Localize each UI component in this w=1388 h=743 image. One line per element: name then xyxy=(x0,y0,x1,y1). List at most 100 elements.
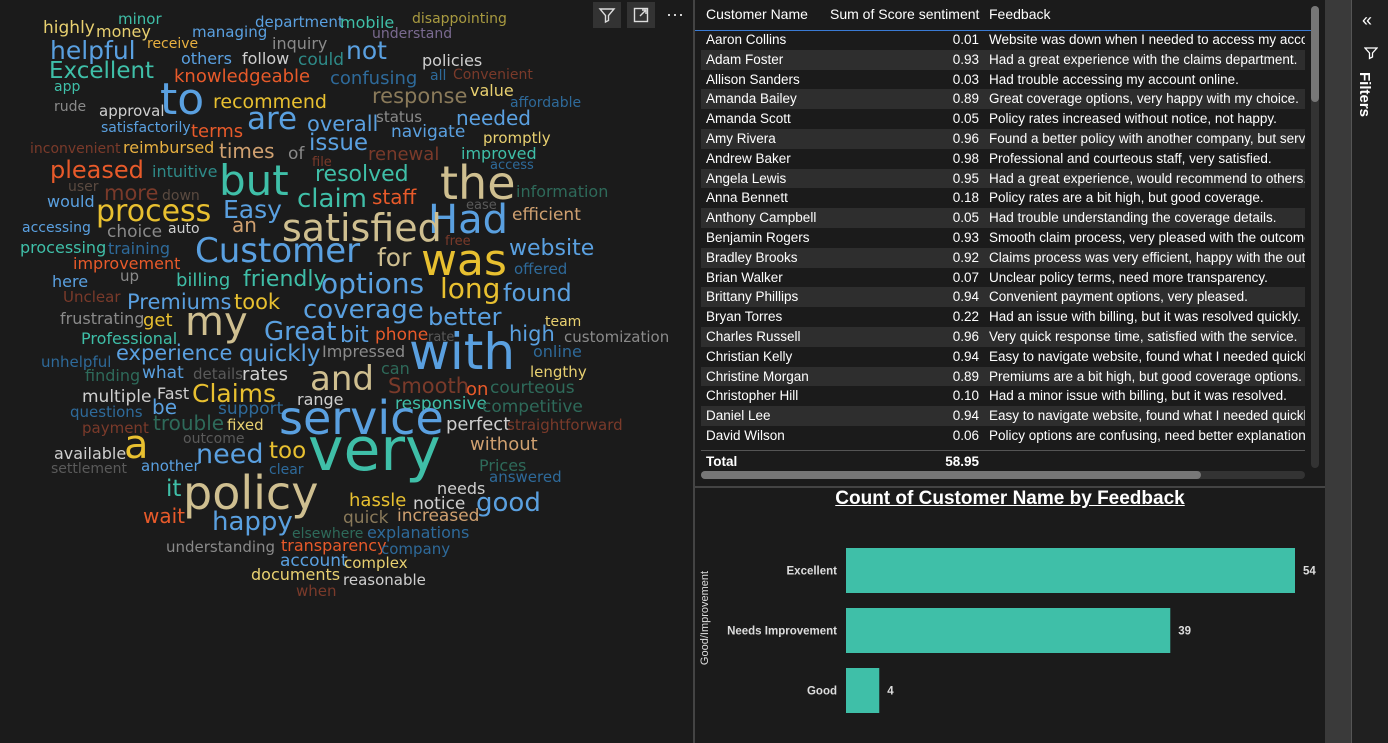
word-cloud-word[interactable]: support xyxy=(218,399,284,419)
word-cloud-word[interactable]: processing xyxy=(20,238,107,257)
horizontal-scrollbar[interactable] xyxy=(701,471,1305,479)
table-row[interactable]: Christine Morgan 0.89 Premiums are a bit h… xyxy=(701,366,1305,387)
table-row[interactable]: Daniel Lee 0.94 Easy to navigate website, … xyxy=(701,406,1305,426)
word-cloud-word[interactable]: website xyxy=(509,236,595,261)
word-cloud-word[interactable]: needed xyxy=(456,106,531,130)
word-cloud-word[interactable]: intuitive xyxy=(152,162,218,181)
table-row[interactable]: Bryan Torres 0.22 Had an issue with billin… xyxy=(701,307,1305,327)
word-cloud-word[interactable]: bit xyxy=(340,323,369,348)
word-cloud-word[interactable]: accessing xyxy=(22,220,91,236)
table-row[interactable]: Brittany Phillips 0.94 Convenient payment … xyxy=(701,287,1305,308)
word-cloud-word[interactable]: minor xyxy=(118,10,162,28)
word-cloud-word[interactable]: experience xyxy=(116,341,233,365)
word-cloud-word[interactable]: needs xyxy=(437,479,486,498)
word-cloud-word[interactable]: on xyxy=(466,379,489,400)
word-cloud-word[interactable]: another xyxy=(141,457,200,475)
word-cloud-word[interactable]: training xyxy=(108,239,170,258)
table-row[interactable]: Christian Kelly 0.94 Easy to navigate webs… xyxy=(701,347,1305,367)
word-cloud-word[interactable]: response xyxy=(372,84,468,108)
filters-label[interactable]: Filters xyxy=(1356,72,1373,118)
word-cloud-word[interactable]: down xyxy=(162,188,200,204)
word-cloud-word[interactable]: finding xyxy=(85,366,141,385)
word-cloud-word[interactable]: times xyxy=(219,139,275,163)
word-cloud-word[interactable]: better xyxy=(428,303,502,331)
word-cloud-word[interactable]: follow xyxy=(242,49,290,68)
table-row[interactable]: Anna Bennett 0.18 Policy rates are a bit h… xyxy=(701,188,1305,208)
word-cloud-word[interactable]: Smooth xyxy=(388,374,470,398)
table-row[interactable]: Anthony Campbell 0.05 Had trouble understa… xyxy=(701,208,1305,228)
word-cloud-word[interactable]: promptly xyxy=(483,129,551,147)
word-cloud-word[interactable]: others xyxy=(181,49,232,68)
column-header-feedback[interactable]: Feedback xyxy=(989,6,1051,22)
word-cloud-word[interactable]: renewal xyxy=(368,144,440,165)
word-cloud-word[interactable]: here xyxy=(52,272,89,291)
word-cloud-word[interactable]: it xyxy=(166,476,182,502)
word-cloud-word[interactable]: competitive xyxy=(482,397,583,417)
word-cloud-word[interactable]: ease xyxy=(466,198,497,213)
word-cloud-word[interactable]: disappointing xyxy=(412,11,507,27)
word-cloud-word[interactable]: service xyxy=(279,391,444,445)
word-cloud-word[interactable]: Premiums xyxy=(127,290,232,314)
word-cloud-word[interactable]: offered xyxy=(514,260,568,278)
word-cloud-word[interactable]: what xyxy=(142,363,184,383)
word-cloud-word[interactable]: Great xyxy=(264,317,337,347)
table-row[interactable]: Charles Russell 0.96 Very quick response t… xyxy=(701,326,1305,347)
word-cloud-word[interactable]: very xyxy=(308,415,441,485)
word-cloud-word[interactable]: customization xyxy=(564,328,670,346)
word-cloud-word[interactable]: status xyxy=(376,108,423,126)
table-row[interactable]: Bradley Brooks 0.92 Claims process was ver… xyxy=(701,247,1305,268)
filters-pane[interactable]: « Filters xyxy=(1351,0,1388,743)
word-cloud-word[interactable]: an xyxy=(232,213,257,237)
word-cloud-word[interactable]: resolved xyxy=(315,162,409,187)
word-cloud-word[interactable]: understanding xyxy=(166,538,276,556)
word-cloud-word[interactable]: when xyxy=(296,582,337,600)
word-cloud-word[interactable]: with xyxy=(409,323,516,381)
word-cloud-word[interactable]: Convenient xyxy=(453,67,533,83)
word-cloud-word[interactable]: satisfactorily xyxy=(101,120,191,136)
word-cloud-word[interactable]: hassle xyxy=(349,490,407,511)
word-cloud-word[interactable]: good xyxy=(476,488,541,518)
word-cloud-word[interactable]: helpful xyxy=(50,36,136,65)
table-row[interactable]: Andrew Baker 0.98 Professional and courteo… xyxy=(701,149,1305,169)
word-cloud-word[interactable]: improvement xyxy=(73,254,181,273)
word-cloud-word[interactable]: found xyxy=(503,279,572,307)
word-cloud-word[interactable]: transparency xyxy=(281,536,387,555)
table-row[interactable]: Amanda Scott 0.05 Policy rates increased w… xyxy=(701,109,1305,129)
word-cloud-word[interactable]: be xyxy=(152,395,177,419)
word-cloud-word[interactable]: notice xyxy=(413,494,466,514)
word-cloud-word[interactable]: are xyxy=(247,101,298,137)
word-cloud-word[interactable]: team xyxy=(545,314,582,330)
word-cloud-word[interactable]: range xyxy=(297,390,344,409)
word-cloud-word[interactable]: navigate xyxy=(391,122,466,142)
word-cloud-word[interactable]: could xyxy=(298,50,345,70)
word-cloud-word[interactable]: can xyxy=(381,359,410,378)
word-cloud-word[interactable]: increased xyxy=(397,506,480,526)
word-cloud-word[interactable]: of xyxy=(288,144,305,164)
word-cloud-word[interactable]: receive xyxy=(147,36,199,52)
word-cloud-word[interactable]: more xyxy=(104,181,159,205)
word-cloud-word[interactable]: efficient xyxy=(512,205,581,225)
focus-mode-icon[interactable] xyxy=(627,2,655,28)
word-cloud-word[interactable]: for xyxy=(377,243,412,272)
word-cloud-word[interactable]: clear xyxy=(269,462,304,478)
word-cloud-word[interactable]: access xyxy=(490,158,534,173)
word-cloud-word[interactable]: reasonable xyxy=(343,571,426,589)
word-cloud-word[interactable]: department xyxy=(255,13,344,31)
word-cloud-word[interactable]: but xyxy=(219,156,289,205)
word-cloud-word[interactable]: confusing xyxy=(330,68,418,89)
word-cloud-word[interactable]: highly xyxy=(43,18,95,38)
word-cloud-word[interactable]: free xyxy=(445,234,471,249)
word-cloud-word[interactable]: file xyxy=(312,155,332,170)
table-row[interactable]: Amanda Bailey 0.89 Great coverage options,… xyxy=(701,89,1305,110)
word-cloud-word[interactable]: affordable xyxy=(510,95,582,111)
word-cloud-word[interactable]: Excellent xyxy=(49,58,155,84)
word-cloud-word[interactable]: documents xyxy=(251,565,341,584)
vertical-scrollbar[interactable] xyxy=(1311,6,1319,468)
word-cloud-word[interactable]: all xyxy=(430,68,447,84)
word-cloud-word[interactable]: choice xyxy=(107,222,163,242)
word-cloud-word[interactable]: perfect xyxy=(446,414,511,435)
word-cloud-word[interactable]: quickly xyxy=(239,341,321,367)
word-cloud-word[interactable]: details xyxy=(193,365,243,383)
word-cloud-word[interactable]: understand xyxy=(372,26,453,42)
word-cloud-word[interactable]: rude xyxy=(54,99,87,115)
